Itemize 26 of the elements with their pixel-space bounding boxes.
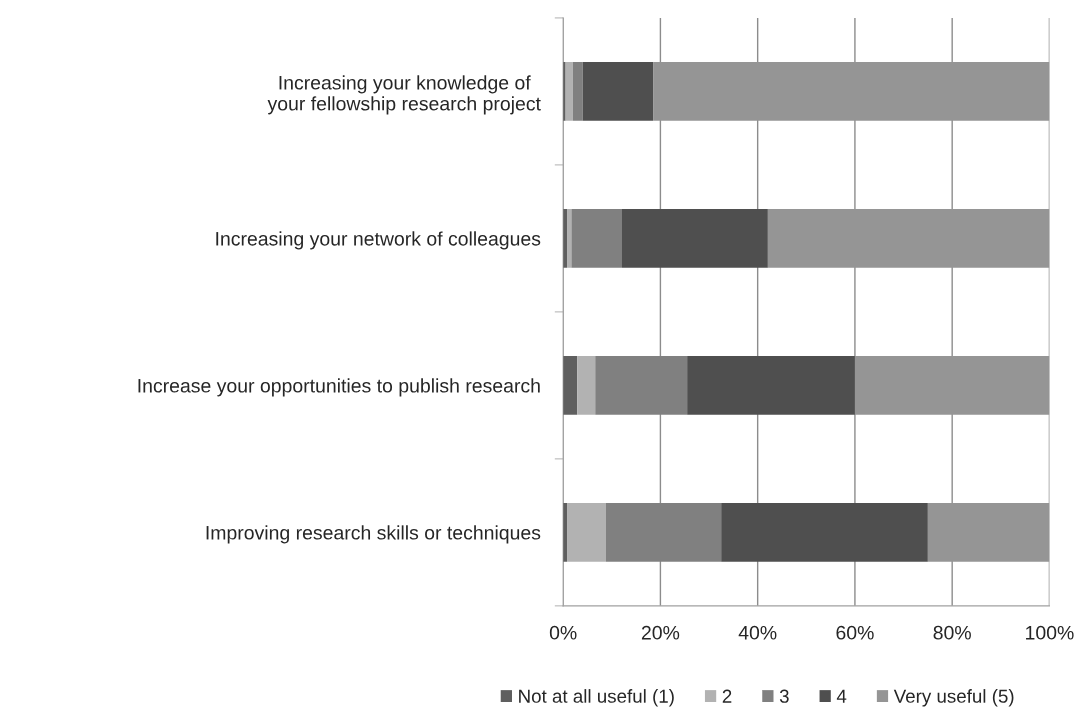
x-tick-label: 20% (641, 625, 680, 640)
x-tick-label: 0% (549, 625, 577, 640)
legend-label: 4 (836, 689, 847, 703)
legend-label: Very useful (5) (893, 689, 1014, 707)
bar (563, 355, 578, 415)
x-tick-label: 40% (738, 625, 777, 640)
x-tick-label: 100% (1026, 625, 1074, 640)
bar (567, 209, 572, 268)
y-tick-label: Increase your opportunities to publish research (138, 378, 540, 397)
bar (572, 62, 583, 121)
x-tick-label: 60% (836, 625, 874, 640)
bar (577, 355, 596, 415)
bar (721, 502, 928, 562)
bar (565, 62, 573, 121)
legend-label: 2 (722, 689, 732, 703)
bar (582, 62, 654, 121)
bar (571, 209, 622, 268)
y-tick-label: Increasing your network of colleagues (216, 231, 541, 250)
bar (622, 209, 768, 268)
bar (567, 502, 606, 562)
bar (687, 355, 855, 415)
x-tick-label: 80% (933, 625, 971, 640)
legend-label: 3 (779, 689, 789, 703)
legend-label: Not at all useful (1) (519, 689, 674, 707)
y-tick-label: Improving research skills or techniques (206, 525, 541, 544)
y-tick-label: Increasing your knowledge of your fellowship research project (267, 75, 541, 115)
